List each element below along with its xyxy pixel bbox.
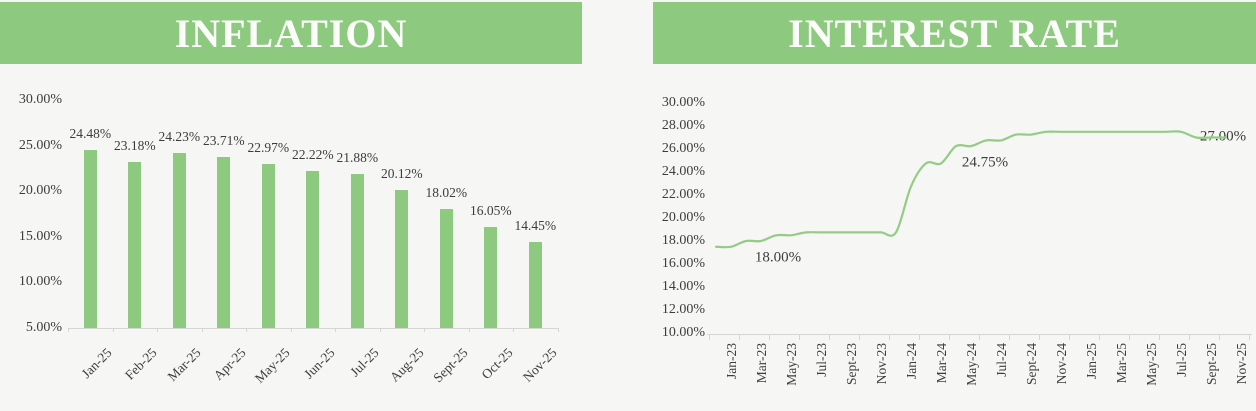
y-axis-tick-label: 22.00% [661,187,705,202]
inflation-bar-Sept-25 [439,209,453,328]
bar-value-label: 16.05% [469,203,512,219]
bar-value-label: 18.02% [425,185,468,201]
bar-value-label: 23.18% [113,138,156,154]
x-axis-category-label: Mar-25 [1114,343,1129,384]
x-axis-category-label: Jan-23 [724,343,739,379]
x-axis-category-label: Jan-24 [904,343,919,379]
y-axis-tick-label: 10.00% [18,274,62,290]
x-axis-category-label: May-24 [964,343,979,386]
x-axis-tick [290,328,292,332]
x-axis-tick [858,334,860,340]
inflation-bar-Feb-25 [128,162,142,328]
inflation-bar-Mar-25 [172,152,186,328]
inflation-bar-Aug-25 [395,190,409,328]
x-axis-tick [157,328,158,332]
x-axis-category-label: May-23 [784,343,799,386]
x-axis-tick [978,334,980,340]
x-axis-tick [246,328,247,332]
y-axis-tick-label: 25.00% [18,137,62,153]
x-axis-category-label: Sept-23 [844,343,859,385]
x-axis-category-label: Mar-24 [934,343,949,384]
bar-value-label: 23.71% [202,133,245,149]
x-axis-tick [708,334,710,340]
x-axis-tick [1038,334,1040,340]
y-axis-tick-label: 20.00% [661,210,705,225]
x-axis-tick [1128,334,1130,340]
y-axis-tick-label: 30.00% [661,95,705,110]
y-axis-tick-label: 20.00% [18,183,62,199]
bar-value-label: 24.23% [158,128,201,144]
line-point-label: 27.00% [1199,128,1247,145]
inflation-bar-May-25 [261,164,275,328]
x-axis-tick [424,328,425,332]
x-axis-tick [513,328,514,332]
x-axis-category-label: Jul-24 [994,343,1009,377]
inflation-header-banner: INFLATION [0,2,582,64]
x-axis-tick [918,334,920,340]
x-axis-tick [335,328,336,332]
y-axis-tick-label: 14.00% [661,279,705,294]
x-axis-category-label: Sept-25 [1204,343,1219,385]
y-axis-tick-label: 15.00% [18,228,62,244]
x-axis-category-label: Jul-25 [1174,343,1189,377]
x-axis-tick [948,334,950,340]
x-axis-category-label: Jul-23 [814,343,829,377]
x-axis-tick [768,334,770,340]
x-axis-tick [112,328,114,332]
x-axis-tick [1008,334,1010,340]
y-axis-tick-label: 24.00% [661,164,705,179]
y-axis-tick-label: 10.00% [661,325,705,340]
x-axis-tick [201,328,203,332]
inflation-bar-Apr-25 [217,157,231,328]
y-axis-tick-label: 28.00% [661,118,705,133]
inflation-bar-Jan-25 [83,150,97,328]
y-axis-tick-label: 5.00% [25,320,62,335]
x-axis-tick [738,334,740,340]
bar-value-label: 21.88% [336,150,379,166]
interest-rate-title: INTEREST RATE [788,10,1121,56]
y-axis-tick-label: 12.00% [661,302,705,317]
bar-value-label: 22.97% [247,140,290,156]
y-axis-tick-label: 16.00% [661,256,705,271]
x-axis-category-label: Nov-23 [874,343,889,385]
x-axis-tick [1188,334,1190,340]
x-axis-tick [557,328,559,332]
inflation-title: INFLATION [174,10,408,56]
inflation-bar-Nov-25 [528,241,542,328]
x-axis-category-label: Mar-23 [754,343,769,384]
line-point-label: 24.75% [961,154,1009,171]
bar-value-label: 24.48% [69,126,112,142]
x-axis-tick [798,334,800,340]
x-axis-category-label: May-25 [1144,343,1159,386]
x-axis-tick [468,328,470,332]
y-axis-tick-label: 30.00% [18,92,62,107]
interest-rate-header-banner: INTEREST RATE [653,2,1256,64]
x-axis-category-label: Sept-24 [1024,343,1039,385]
bar-value-label: 20.12% [380,166,423,182]
x-axis-tick [1068,334,1070,340]
x-axis-tick [379,328,381,332]
y-axis-tick-label: 18.00% [661,233,705,248]
x-axis-tick [1218,334,1220,340]
inflation-bar-Oct-25 [484,227,498,328]
x-axis-tick [1248,334,1250,340]
x-axis-tick [828,334,830,340]
line-point-label: 18.00% [754,249,802,266]
inflation-bar-Jul-25 [350,174,364,328]
x-axis-line [68,328,558,329]
x-axis-category-label: Jan-25 [1084,343,1099,379]
x-axis-category-label: Nov-25 [1234,343,1249,385]
y-axis-tick-label: 26.00% [661,141,705,156]
x-axis-tick [1158,334,1160,340]
x-axis-tick [888,334,890,340]
bar-value-label: 22.22% [291,146,334,162]
inflation-bar-Jun-25 [306,170,320,328]
x-axis-category-label: Nov-24 [1054,343,1069,385]
x-axis-tick [68,328,69,332]
bar-value-label: 14.45% [514,217,557,233]
x-axis-tick [1098,334,1100,340]
